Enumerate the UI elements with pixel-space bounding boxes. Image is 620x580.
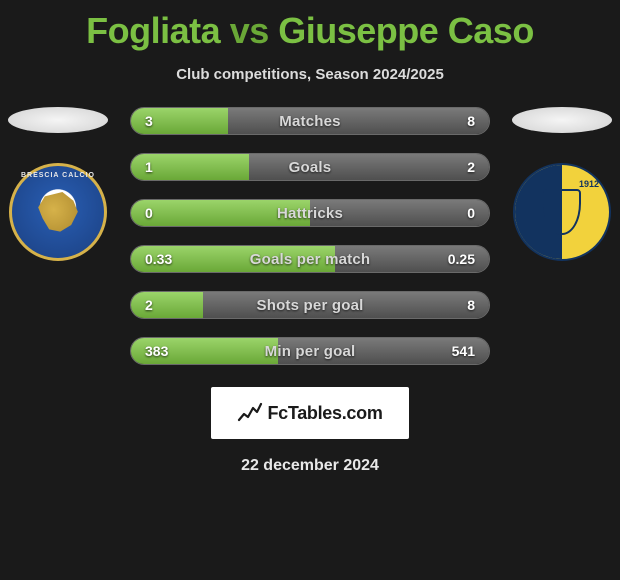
watermark-text: FcTables.com <box>267 403 382 424</box>
stat-row: 0.33Goals per match0.25 <box>130 245 490 273</box>
stat-row: 0Hattricks0 <box>130 199 490 227</box>
stat-row: 383Min per goal541 <box>130 337 490 365</box>
stat-value-left: 0.33 <box>131 251 201 267</box>
badge-shield-icon <box>543 189 581 234</box>
watermark: FcTables.com <box>211 387 409 439</box>
page-title: Fogliata vs Giuseppe Caso <box>0 0 620 52</box>
stat-label: Goals <box>201 159 419 176</box>
stat-label: Shots per goal <box>201 297 419 314</box>
club-badge-modena: 1912 <box>513 163 611 261</box>
stat-label: Hattricks <box>201 205 419 222</box>
stat-value-left: 383 <box>131 343 201 359</box>
sparkline-icon <box>237 400 263 426</box>
stat-value-left: 2 <box>131 297 201 313</box>
stat-label: Min per goal <box>201 343 419 360</box>
stat-row: 1Goals2 <box>130 153 490 181</box>
subtitle: Club competitions, Season 2024/2025 <box>0 66 620 83</box>
stat-bars: 3Matches81Goals20Hattricks00.33Goals per… <box>130 107 490 365</box>
badge-ring-text: BRESCIA CALCIO <box>12 172 104 179</box>
stat-value-right: 8 <box>419 113 489 129</box>
stat-value-right: 8 <box>419 297 489 313</box>
stat-label: Goals per match <box>201 251 419 268</box>
player-right-column: 1912 <box>502 107 620 261</box>
stat-value-right: 0.25 <box>419 251 489 267</box>
stat-value-left: 1 <box>131 159 201 175</box>
club-badge-brescia: BRESCIA CALCIO <box>9 163 107 261</box>
stat-value-left: 0 <box>131 205 201 221</box>
stat-label: Matches <box>201 113 419 130</box>
stat-row: 3Matches8 <box>130 107 490 135</box>
stat-value-right: 541 <box>419 343 489 359</box>
badge-year: 1912 <box>579 179 599 189</box>
stat-value-right: 2 <box>419 159 489 175</box>
stat-value-left: 3 <box>131 113 201 129</box>
comparison-panel: BRESCIA CALCIO 1912 3Matches81Goals20Hat… <box>0 107 620 365</box>
date: 22 december 2024 <box>0 457 620 475</box>
lion-icon <box>36 192 80 236</box>
stat-row: 2Shots per goal8 <box>130 291 490 319</box>
title-player2: Giuseppe Caso <box>278 10 534 51</box>
player-silhouette-left <box>8 107 108 133</box>
stat-value-right: 0 <box>419 205 489 221</box>
player-silhouette-right <box>512 107 612 133</box>
title-player1: Fogliata <box>86 10 220 51</box>
title-vs: vs <box>230 10 269 51</box>
player-left-column: BRESCIA CALCIO <box>0 107 118 261</box>
